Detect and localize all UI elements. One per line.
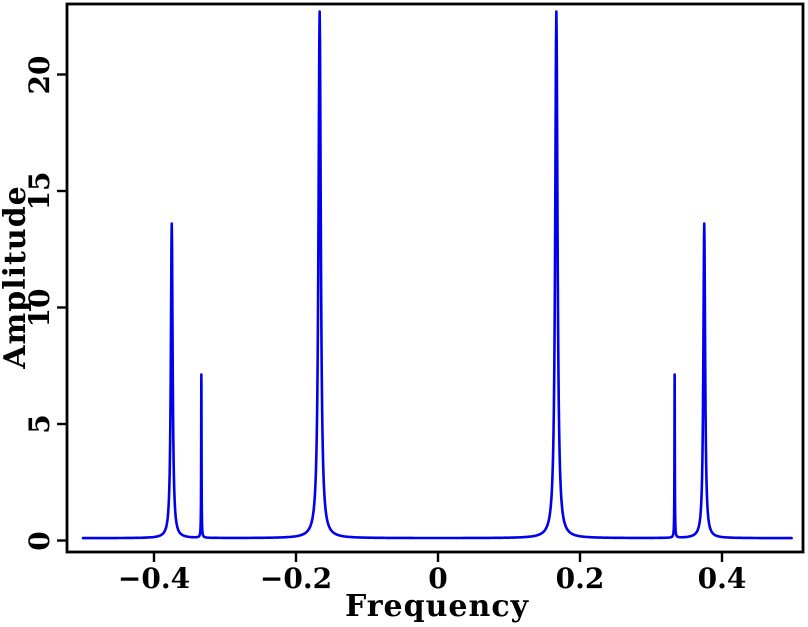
y-tick-label: 20 bbox=[23, 55, 56, 94]
x-tick-label: −0.2 bbox=[259, 562, 333, 595]
spectrum-line bbox=[81, 10, 793, 540]
x-tick-label: −0.4 bbox=[117, 562, 191, 595]
x-tick-label: 0.4 bbox=[697, 562, 747, 595]
x-axis-label: Frequency bbox=[344, 589, 530, 624]
y-tick-label: 0 bbox=[23, 530, 56, 551]
axis-tick-marks bbox=[57, 73, 724, 562]
y-axis-label: Amplitude bbox=[0, 185, 33, 369]
y-tick-label: 5 bbox=[23, 414, 56, 434]
x-tick-label: 0 bbox=[428, 562, 448, 595]
x-tick-label: 0.2 bbox=[555, 562, 605, 595]
plot-frame bbox=[65, 2, 805, 554]
